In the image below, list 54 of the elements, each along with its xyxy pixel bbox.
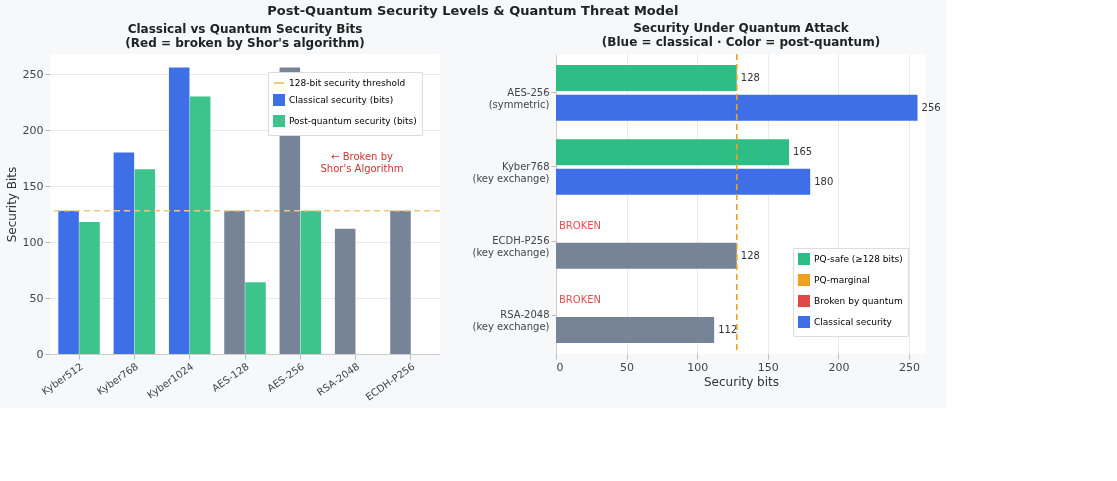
- data-label: 165: [793, 146, 813, 158]
- bar: [245, 282, 266, 354]
- x-tick-label: 0: [556, 360, 564, 374]
- legend-label: PQ-safe (≥128 bits): [814, 254, 903, 264]
- data-label: 128: [740, 72, 760, 84]
- x-tick-label: 100: [687, 360, 709, 374]
- x-tick-label: 50: [620, 360, 635, 374]
- bar: [556, 94, 918, 121]
- legend-label: Post-quantum security (bits): [289, 116, 417, 126]
- bar: [390, 210, 411, 354]
- bar: [113, 152, 135, 354]
- bar: [168, 67, 190, 354]
- bar: [556, 316, 715, 343]
- bar: [556, 242, 737, 269]
- y-tick-label: Kyber768 (key exchange): [472, 160, 550, 184]
- data-label: 256: [921, 101, 941, 113]
- bar: [556, 139, 790, 166]
- annotation: BROKEN: [559, 220, 602, 232]
- data-label: 180: [814, 175, 834, 187]
- x-tick-label: 150: [757, 360, 779, 374]
- x-tick-label: 200: [828, 360, 850, 374]
- text: Post-Quantum Security Levels & Quantum Threat Model: [267, 3, 679, 19]
- legend-label: Classical security (bits): [289, 95, 394, 105]
- annotation: ← Broken by Shor's Algorithm: [320, 151, 404, 174]
- y-tick-label: RSA-2048 (key exchange): [472, 309, 550, 333]
- y-tick-label: 100: [22, 235, 44, 249]
- legend-label: 128-bit security threshold: [289, 78, 406, 88]
- bar: [134, 169, 156, 354]
- x-axis-title: Security bits: [704, 374, 779, 389]
- bar: [224, 210, 245, 354]
- chart-title: Security Under Quantum Attack (Blue = classical · Color = post-quantum): [601, 21, 881, 50]
- legend-label: Broken by quantum: [814, 296, 903, 306]
- bar: [300, 210, 322, 354]
- y-tick-label: 200: [22, 123, 44, 137]
- y-tick-label: AES-256 (symmetric): [488, 86, 550, 110]
- y-tick-label: 250: [22, 67, 44, 81]
- bar: [58, 210, 79, 354]
- y-tick-label: 50: [29, 291, 44, 305]
- bar: [189, 96, 211, 354]
- y-tick-label: 150: [22, 179, 44, 193]
- bar: [79, 221, 100, 354]
- y-axis-title: Security Bits: [4, 166, 19, 243]
- chart-title: Classical vs Quantum Security Bits (Red = broken by Shor's algorithm): [125, 22, 365, 50]
- legend-label: Classical security: [814, 317, 893, 327]
- bar: [556, 168, 811, 195]
- bar: [556, 65, 737, 92]
- data-label: 128: [740, 249, 760, 261]
- annotation: BROKEN: [559, 294, 602, 306]
- data-label: 112: [718, 323, 738, 335]
- x-tick-label: 250: [899, 360, 921, 374]
- bar: [334, 228, 356, 354]
- y-tick-label: 0: [36, 347, 44, 361]
- legend-label: PQ-marginal: [814, 275, 870, 285]
- y-tick-label: ECDH-P256 (key exchange): [472, 235, 550, 259]
